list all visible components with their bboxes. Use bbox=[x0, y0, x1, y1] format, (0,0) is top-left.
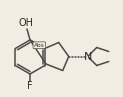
Text: Abs: Abs bbox=[34, 43, 45, 48]
Text: OH: OH bbox=[18, 18, 33, 28]
Text: F: F bbox=[27, 81, 33, 91]
Text: N: N bbox=[84, 52, 92, 61]
